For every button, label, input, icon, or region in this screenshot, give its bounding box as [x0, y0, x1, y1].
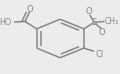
Text: Cl: Cl	[95, 50, 104, 59]
Text: O: O	[27, 5, 34, 14]
Text: O: O	[98, 28, 105, 37]
Text: CH₃: CH₃	[105, 17, 119, 26]
Text: HO: HO	[0, 18, 11, 27]
Text: O: O	[86, 7, 92, 16]
Text: S: S	[92, 18, 97, 27]
